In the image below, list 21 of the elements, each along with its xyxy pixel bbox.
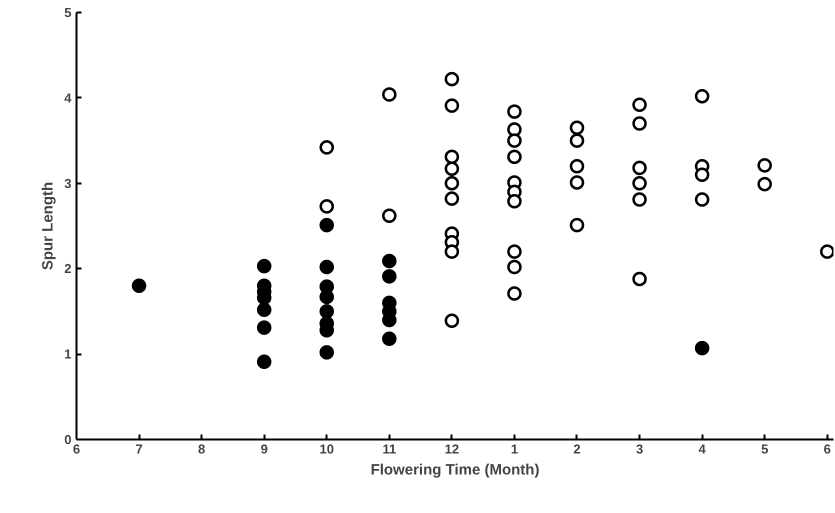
x-tick-label: 6	[72, 442, 80, 456]
x-tick-label: 4	[698, 442, 707, 456]
x-tick-label: 9	[260, 442, 268, 456]
y-tick-label: 5	[64, 5, 72, 20]
y-tick-label: 3	[64, 176, 72, 191]
x-tick-label: 6	[824, 442, 831, 456]
x-tick-label: 8	[198, 442, 206, 456]
x-tick-label: 12	[444, 442, 460, 456]
y-tick-label: 4	[64, 90, 72, 106]
y-tick-label: 0	[64, 432, 72, 447]
x-tick-label: 7	[135, 442, 143, 456]
y-tick-label: 2	[64, 261, 72, 276]
x-axis-title: Flowering Time (Month)	[370, 462, 540, 478]
y-tick-label: 1	[64, 346, 72, 362]
x-tick-label: 3	[636, 442, 644, 456]
x-tick-label: 1	[510, 442, 518, 456]
x-tick-label: 10	[320, 442, 334, 456]
y-axis-title: Spur Length	[39, 182, 56, 270]
x-tick-label: 11	[382, 442, 396, 456]
x-tick-label: 2	[573, 442, 581, 456]
x-tick-label: 5	[761, 442, 768, 456]
